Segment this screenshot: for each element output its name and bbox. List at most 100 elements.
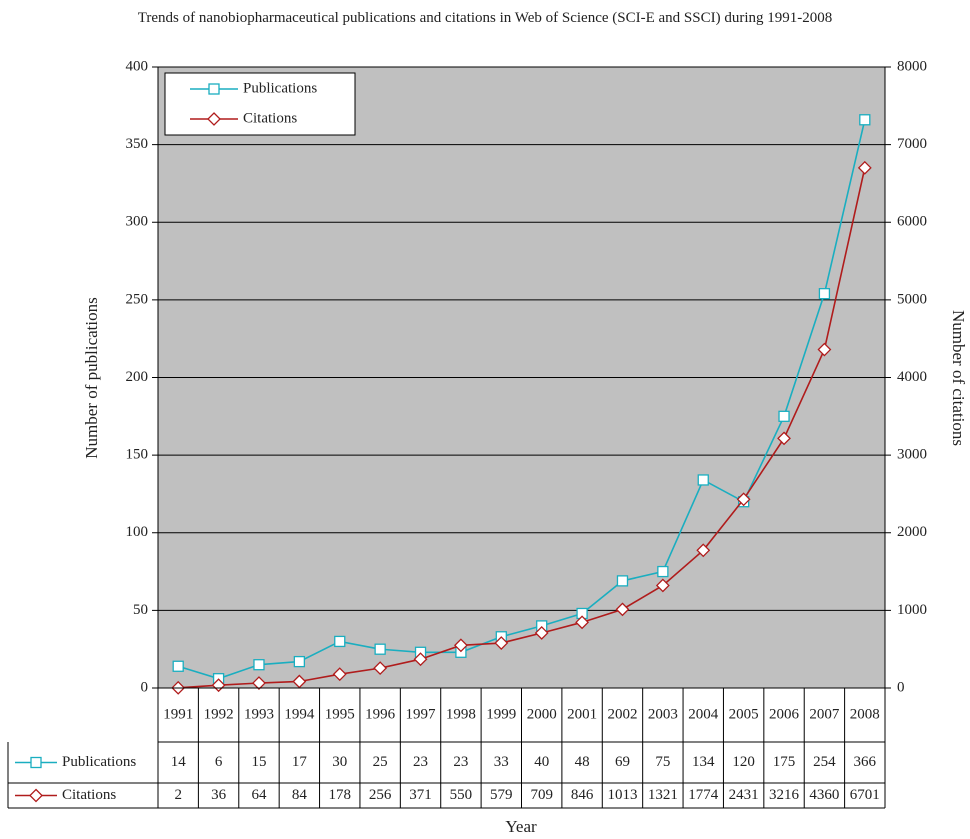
x-tick-label: 1994 <box>284 706 315 722</box>
y2-tick-label: 6000 <box>897 214 927 230</box>
table-value: 25 <box>373 754 388 770</box>
y-tick-label: 50 <box>133 602 148 618</box>
point <box>374 643 386 655</box>
y-tick-label: 350 <box>126 136 149 152</box>
table-value: 6 <box>215 754 223 770</box>
table-value: 17 <box>292 754 308 770</box>
x-tick-label: 2000 <box>527 706 557 722</box>
y-tick-label: 400 <box>126 58 149 74</box>
table-value: 6701 <box>850 787 880 803</box>
table-value: 120 <box>732 754 755 770</box>
chart-title: Trends of nanobiopharmaceutical publicat… <box>137 10 833 26</box>
point <box>657 565 669 578</box>
y2-tick-label: 7000 <box>897 136 927 152</box>
x-tick-label: 1991 <box>163 706 193 722</box>
table-value: 579 <box>490 787 513 803</box>
y2-tick-label: 8000 <box>897 58 927 74</box>
point <box>616 575 629 587</box>
y-tick-label: 200 <box>126 369 149 385</box>
table-value: 1013 <box>607 787 637 803</box>
legend-marker <box>208 83 220 95</box>
point <box>453 638 468 653</box>
table-row-label: Publications <box>62 754 136 770</box>
legend-label: Citations <box>243 110 297 126</box>
table-value: 14 <box>171 754 187 770</box>
legend-label: Publications <box>243 80 317 96</box>
point <box>777 431 791 446</box>
y-tick-label: 250 <box>126 291 149 307</box>
x-tick-label: 2008 <box>850 706 880 722</box>
x-tick-label: 1992 <box>204 706 234 722</box>
table-row-label: Citations <box>62 787 116 803</box>
y-axis-label: Number of publications <box>82 297 101 458</box>
table-value: 371 <box>409 787 432 803</box>
point <box>696 543 711 558</box>
point <box>293 655 306 668</box>
x-tick-label: 1999 <box>486 706 516 722</box>
table-value: 134 <box>692 754 715 770</box>
table-value: 1321 <box>648 787 678 803</box>
point <box>817 342 832 357</box>
point <box>818 288 831 300</box>
x-tick-label: 2007 <box>809 706 840 722</box>
table-value: 84 <box>292 787 308 803</box>
table-value: 256 <box>369 787 392 803</box>
series-line <box>178 167 866 689</box>
point <box>655 578 670 593</box>
point <box>413 652 428 667</box>
x-tick-label: 2005 <box>729 706 759 722</box>
y2-tick-label: 2000 <box>897 524 927 540</box>
table-value: 2431 <box>729 787 759 803</box>
x-tick-label: 2001 <box>567 706 597 722</box>
point <box>857 160 872 175</box>
point <box>334 635 346 648</box>
x-tick-label: 2002 <box>607 706 637 722</box>
table-value: 254 <box>813 754 836 770</box>
table-value: 3216 <box>769 787 800 803</box>
table-value: 64 <box>251 787 267 803</box>
y-tick-label: 100 <box>126 524 149 540</box>
y2-tick-label: 0 <box>897 679 905 695</box>
table-value: 48 <box>575 754 590 770</box>
point <box>778 410 790 422</box>
table-value: 1774 <box>688 787 719 803</box>
table-value: 23 <box>453 754 468 770</box>
point <box>172 660 184 672</box>
table-value: 4360 <box>809 787 839 803</box>
table-value: 15 <box>251 754 266 770</box>
y-tick-label: 150 <box>126 447 149 463</box>
table-value: 178 <box>329 787 352 803</box>
x-axis-label: Year <box>505 817 537 836</box>
y2-tick-label: 1000 <box>897 602 927 618</box>
table-value: 33 <box>494 754 509 770</box>
table-value: 2 <box>174 787 182 803</box>
point <box>292 674 307 689</box>
y2-tick-label: 5000 <box>897 291 927 307</box>
x-tick-label: 2006 <box>769 706 800 722</box>
x-tick-label: 2003 <box>648 706 678 722</box>
table-legend-marker <box>29 788 43 803</box>
point <box>697 474 709 486</box>
x-tick-label: 1995 <box>325 706 355 722</box>
table-value: 709 <box>530 787 553 803</box>
legend-box <box>164 72 356 136</box>
table-value: 550 <box>450 787 473 803</box>
point <box>494 636 509 650</box>
table-value: 23 <box>413 754 428 770</box>
table-legend-marker <box>30 756 42 769</box>
point <box>253 659 265 671</box>
point <box>211 678 226 693</box>
y-tick-label: 0 <box>141 679 149 695</box>
point <box>736 492 751 507</box>
point <box>575 615 590 630</box>
x-tick-label: 2004 <box>688 706 719 722</box>
x-tick-label: 1998 <box>446 706 476 722</box>
table-value: 69 <box>615 754 630 770</box>
table-value: 40 <box>534 754 549 770</box>
table-value: 30 <box>332 754 347 770</box>
table-value: 366 <box>854 754 877 770</box>
x-tick-label: 1997 <box>406 706 437 722</box>
x-tick-label: 1996 <box>365 706 396 722</box>
